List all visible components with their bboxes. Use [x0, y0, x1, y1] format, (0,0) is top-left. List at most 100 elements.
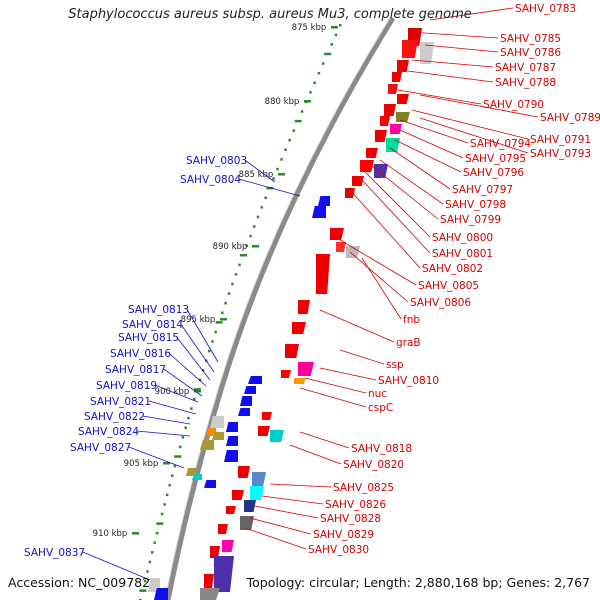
gene-feature-forward	[392, 72, 402, 82]
gene-feature-forward	[204, 574, 214, 588]
map-title: Staphylococcus aureus subsp. aureus Mu3,…	[68, 7, 472, 22]
gene-label-reverse: SAHV_0822	[84, 411, 145, 423]
callout-line	[419, 94, 539, 118]
ruler-minor-tick	[173, 464, 177, 468]
callout-line	[289, 444, 342, 465]
callout-line	[304, 377, 367, 394]
callout-line	[394, 139, 462, 173]
gene-label-forward: SAHV_0828	[320, 513, 381, 525]
gene-feature-forward	[316, 254, 330, 294]
gene-feature-forward	[390, 124, 402, 134]
gene-feature-forward	[262, 412, 272, 420]
gene-feature-reverse	[312, 206, 326, 218]
gene-label-forward: SAHV_0820	[343, 459, 404, 471]
gene-label-forward: SAHV_0793	[530, 148, 591, 160]
gene-label-forward: SAHV_0786	[500, 47, 561, 59]
ruler-minor-tick	[339, 24, 342, 27]
gene-feature-forward	[380, 116, 390, 126]
ruler-label-tick	[132, 532, 139, 535]
ruler-major-tick	[215, 321, 223, 324]
gene-label-forward: ssp	[386, 359, 404, 371]
callout-line	[180, 323, 215, 373]
gene-feature-forward	[218, 524, 228, 534]
callout-line	[128, 446, 185, 469]
gene-feature-forward	[250, 486, 264, 500]
callout-line	[254, 505, 319, 519]
gene-feature-forward	[384, 104, 396, 116]
ruler-minor-tick	[309, 91, 312, 94]
gene-feature-forward	[396, 112, 410, 122]
gene-feature-forward	[238, 466, 250, 478]
backbone-highlight	[164, 17, 391, 600]
ruler-minor-tick	[313, 81, 316, 84]
gene-label-forward: SAHV_0796	[463, 167, 524, 179]
callout-line	[238, 178, 301, 197]
callout-line	[319, 367, 377, 381]
ruler-minor-tick	[234, 273, 238, 276]
gene-label-forward: SAHV_0788	[495, 77, 556, 89]
gene-feature-forward	[200, 588, 220, 600]
ruler-minor-tick	[148, 560, 152, 564]
gene-feature-reverse	[238, 408, 250, 416]
backbone-arc	[165, 16, 396, 600]
gene-feature-forward	[298, 300, 310, 314]
gene-feature-forward	[281, 370, 291, 378]
ruler-label: 905 kbp	[124, 459, 159, 469]
gene-label-forward: SAHV_0800	[432, 232, 493, 244]
callout-line	[371, 165, 439, 220]
ruler-major-tick	[294, 119, 302, 123]
ruler-minor-tick	[181, 436, 185, 439]
ruler-minor-tick	[321, 62, 325, 65]
gene-label-reverse: SAHV_0837	[24, 547, 85, 559]
gene-feature-reverse	[192, 474, 202, 480]
gene-feature-reverse	[226, 436, 238, 446]
ruler-minor-tick	[155, 531, 159, 535]
gene-feature-forward	[298, 362, 314, 376]
callout-line	[361, 179, 431, 254]
gene-feature-forward	[232, 490, 244, 500]
ruler-label-tick	[278, 173, 285, 176]
gene-feature-forward	[214, 556, 234, 592]
ruler-major-tick	[266, 186, 274, 190]
ruler-minor-tick	[221, 311, 224, 314]
gene-feature-forward	[388, 84, 398, 94]
callout-line	[244, 159, 276, 183]
ruler-minor-tick	[334, 33, 338, 37]
callout-line	[419, 117, 529, 154]
gene-label-reverse: SAHV_0816	[110, 348, 171, 360]
callout-line	[429, 7, 514, 21]
callout-line	[148, 400, 197, 415]
ruler-minor-tick	[184, 426, 187, 429]
gene-label-reverse: SAHV_0819	[96, 380, 157, 392]
gene-label-forward: SAHV_0783	[515, 3, 576, 15]
callout-line	[142, 415, 191, 425]
gene-feature-forward	[258, 426, 270, 436]
callout-line	[244, 527, 307, 550]
ruler-minor-tick	[249, 234, 252, 238]
ruler-label-tick	[194, 390, 201, 393]
gene-feature-reverse	[204, 480, 216, 488]
gene-feature-forward	[397, 94, 409, 104]
callout-line	[411, 59, 494, 68]
ruler-label: 880 kbp	[265, 97, 300, 107]
ruler-minor-tick	[284, 148, 287, 152]
gene-label-reverse: SAHV_0814	[122, 319, 183, 331]
callout-line	[82, 551, 151, 581]
gene-label-forward: nuc	[368, 388, 387, 400]
ruler-minor-tick	[211, 340, 214, 343]
callout-line	[364, 171, 431, 238]
gene-label-forward: SAHV_0810	[378, 375, 439, 387]
genes-layer	[148, 28, 434, 600]
gene-feature-forward	[294, 378, 306, 384]
gene-feature-forward	[402, 40, 418, 58]
ruler-major-tick	[139, 589, 147, 592]
gene-feature-reverse	[210, 416, 224, 428]
callout-line	[349, 251, 409, 303]
ruler-minor-tick	[231, 282, 234, 286]
ruler-minor-tick	[245, 244, 249, 247]
callout-line	[299, 387, 367, 408]
gene-feature-forward	[285, 344, 299, 358]
gene-feature-forward	[375, 130, 387, 142]
callout-line	[186, 308, 219, 363]
ruler-minor-tick	[151, 551, 154, 554]
